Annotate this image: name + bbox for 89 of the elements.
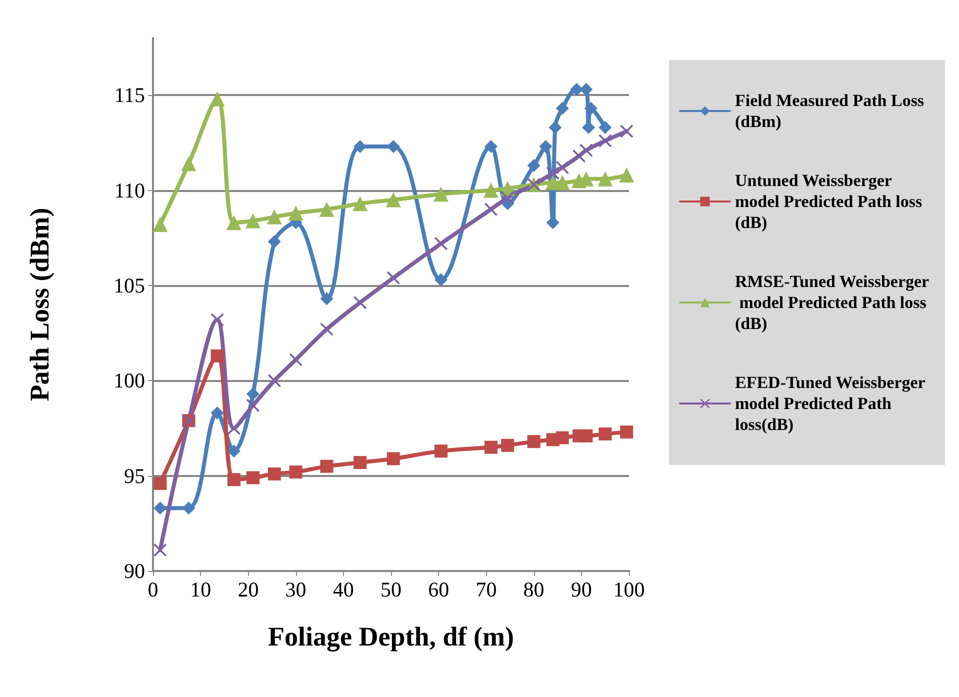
legend-label: EFED-Tuned Weissberger model Predicted Path loss(dB) [735, 373, 930, 434]
point [548, 120, 562, 134]
point [580, 144, 593, 157]
point [268, 467, 281, 480]
point [320, 460, 334, 473]
x-tick-label: 0 [148, 578, 158, 602]
point [245, 213, 260, 228]
point [319, 202, 334, 217]
y-tick-label: 110 [114, 178, 145, 202]
y-tick-label: 115 [114, 83, 145, 108]
point [598, 171, 613, 186]
point [484, 202, 498, 216]
x-tick-label: 50 [380, 578, 402, 602]
point [227, 473, 240, 486]
point [386, 452, 400, 466]
y-tick-label: 105 [114, 273, 145, 298]
y-axis-title: Path Loss (dBm) [24, 208, 54, 402]
point [433, 186, 448, 202]
point [598, 134, 612, 148]
point [527, 435, 540, 448]
point [154, 502, 167, 515]
point [320, 292, 334, 306]
point [386, 271, 400, 284]
point [266, 209, 282, 224]
point [554, 175, 570, 190]
point [556, 102, 569, 115]
x-tick-label: 10 [190, 578, 212, 602]
point [570, 82, 584, 96]
point [619, 168, 634, 183]
point [483, 182, 498, 198]
point [210, 349, 224, 362]
point [556, 160, 569, 174]
point [434, 237, 448, 250]
point [182, 502, 196, 515]
point [226, 215, 242, 230]
point [434, 444, 448, 458]
x-tick-label: 30 [285, 578, 306, 602]
y-tick-label: 95 [124, 464, 145, 488]
point [539, 140, 552, 154]
y-tick-label: 100 [114, 368, 145, 393]
point [227, 422, 240, 435]
point [527, 159, 540, 172]
point [484, 440, 498, 454]
point [598, 427, 612, 440]
point [289, 353, 302, 366]
legend-label: RMSE-Tuned Weissberger model Predicted Path loss (dB) [735, 272, 931, 333]
point [210, 313, 224, 326]
legend-label: Field Measured Path Loss (dBm) [735, 91, 928, 131]
x-tick-label: 90 [570, 578, 592, 602]
point [598, 120, 612, 134]
x-tick-label: 80 [523, 578, 544, 602]
point [354, 296, 367, 310]
point [268, 374, 281, 388]
x-tick-label: 20 [238, 578, 259, 602]
x-axis-title: Foliage Depth, df (m) [268, 622, 514, 652]
point [546, 166, 560, 180]
point [556, 431, 569, 444]
legend-label: Untuned Weissberger model Predicted Path loss (dB) [735, 171, 926, 232]
point [246, 398, 260, 412]
y-tick-label: 90 [124, 559, 145, 583]
point [320, 322, 334, 336]
point [152, 217, 168, 232]
point [268, 235, 281, 248]
point [434, 273, 448, 286]
point [227, 444, 240, 458]
point [210, 91, 225, 106]
point [580, 429, 593, 442]
point [181, 156, 196, 172]
point [484, 140, 498, 154]
point [580, 82, 593, 96]
point [620, 124, 634, 138]
point [354, 456, 367, 469]
point [386, 192, 401, 208]
point [210, 406, 224, 420]
point [288, 206, 304, 221]
x-tick-label: 40 [332, 578, 354, 602]
x-tick-label: 60 [428, 578, 450, 602]
point [352, 196, 368, 212]
point [620, 426, 634, 439]
x-tick-label: 100 [613, 578, 645, 602]
point [584, 102, 598, 115]
point [154, 476, 167, 490]
point [246, 387, 260, 400]
x-tick-label: 70 [476, 578, 497, 602]
point [289, 466, 302, 479]
point [154, 544, 167, 557]
point [501, 438, 514, 452]
point [501, 191, 514, 204]
point [246, 471, 260, 484]
